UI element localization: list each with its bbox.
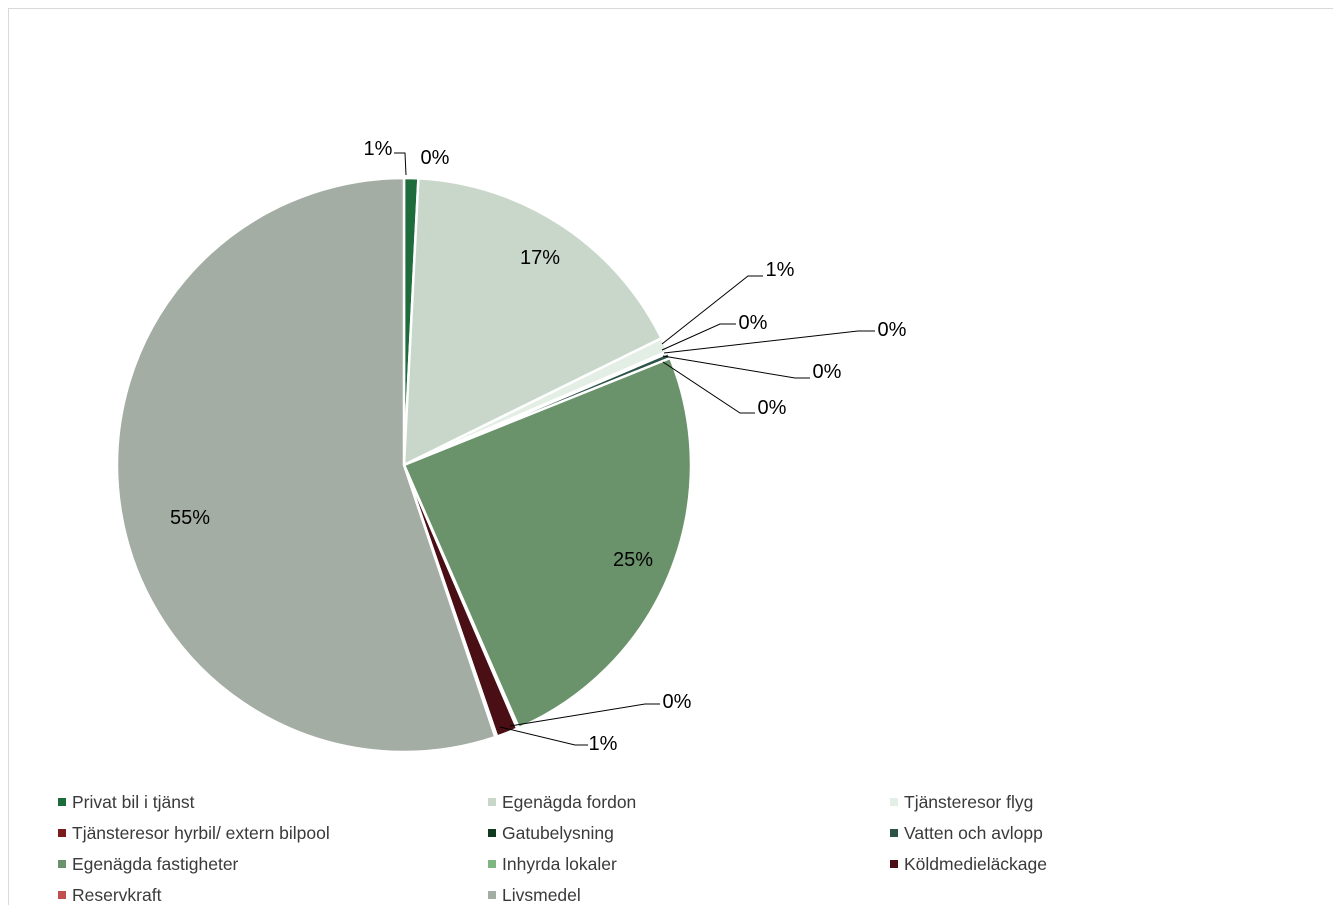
data-labels: 1% 17% 1% 0% 0% 0% 25% 0% 1% 0% 55% 0% xyxy=(170,138,907,755)
data-label: 0% xyxy=(421,147,450,169)
legend-item-egenagda-fastigheter: Egenägda fastigheter xyxy=(58,852,238,876)
legend-label: Tjänsteresor flyg xyxy=(904,792,1034,812)
chart-area xyxy=(8,8,1333,905)
legend-label: Livsmedel xyxy=(502,885,581,905)
legend-label: Inhyrda lokaler xyxy=(502,854,617,874)
legend-item-tjansteresor-hyrbil-extern-bilpool: Tjänsteresor hyrbil/ extern bilpool xyxy=(58,821,330,845)
leader-line xyxy=(394,152,407,176)
data-label-tjansteresor-hyrbil-extern-bilpool: 0% xyxy=(739,312,768,334)
data-label-vatten-och-avlopp: 0% xyxy=(813,361,842,383)
leader-line xyxy=(663,330,875,354)
legend-marker xyxy=(58,860,66,868)
leader-line xyxy=(662,355,810,379)
legend-marker xyxy=(890,860,898,868)
legend-item-reservkraft: Reservkraft xyxy=(58,883,161,907)
legend-item-inhyrda-lokaler: Inhyrda lokaler xyxy=(488,852,617,876)
legend-label: Reservkraft xyxy=(72,885,162,905)
data-label-gatubelysning: 0% xyxy=(878,319,907,341)
leader-lines xyxy=(394,152,875,746)
legend-item-vatten-och-avlopp: Vatten och avlopp xyxy=(890,821,1043,845)
legend-marker xyxy=(488,860,496,868)
legend-marker xyxy=(890,829,898,837)
data-label-tjansteresor-flyg: 1% xyxy=(766,259,795,281)
legend-marker xyxy=(488,891,496,899)
pie-slice-livsmedel xyxy=(115,176,497,754)
legend-marker xyxy=(58,891,66,899)
legend-item-tjansteresor-flyg: Tjänsteresor flyg xyxy=(890,790,1033,814)
leader-line xyxy=(509,703,660,727)
data-label-egenagda-fastigheter: 25% xyxy=(613,549,653,571)
data-label-inhyrda-lokaler: 0% xyxy=(758,397,787,419)
legend-label: Vatten och avlopp xyxy=(904,823,1043,843)
data-label-reservkraft: 0% xyxy=(663,691,692,713)
legend-label: Egenägda fastigheter xyxy=(72,854,239,874)
legend-item-koldmedielackage: Köldmedieläckage xyxy=(890,852,1047,876)
leader-line xyxy=(661,275,763,345)
legend-item-gatubelysning: Gatubelysning xyxy=(488,821,614,845)
legend-marker xyxy=(58,829,66,837)
legend-marker xyxy=(488,829,496,837)
leader-line xyxy=(661,323,736,351)
legend-label: Tjänsteresor hyrbil/ extern bilpool xyxy=(72,823,330,843)
data-label-egenagda-fordon: 17% xyxy=(520,247,560,269)
legend-label: Gatubelysning xyxy=(502,823,614,843)
data-label-privat-bil-i-tjanst: 1% xyxy=(364,138,393,160)
leader-line xyxy=(499,726,588,746)
legend-marker xyxy=(58,798,66,806)
pie-slice-egenagda-fastigheter xyxy=(402,356,693,730)
legend-marker xyxy=(488,798,496,806)
pie-slices xyxy=(115,176,693,754)
legend-label: Egenägda fordon xyxy=(502,792,637,812)
legend-item-livsmedel: Livsmedel xyxy=(488,883,581,907)
legend-label: Privat bil i tjänst xyxy=(72,792,195,812)
pie-slice-egenagda-fordon xyxy=(402,177,663,467)
legend-marker xyxy=(890,798,898,806)
legend-item-privat-bil-i-tjanst: Privat bil i tjänst xyxy=(58,790,195,814)
data-label-livsmedel: 55% xyxy=(170,507,210,529)
legend-item-egenagda-fordon: Egenägda fordon xyxy=(488,790,636,814)
legend-label: Köldmedieläckage xyxy=(904,854,1048,874)
leader-line xyxy=(662,361,755,414)
data-label-koldmedielackage: 1% xyxy=(589,733,618,755)
